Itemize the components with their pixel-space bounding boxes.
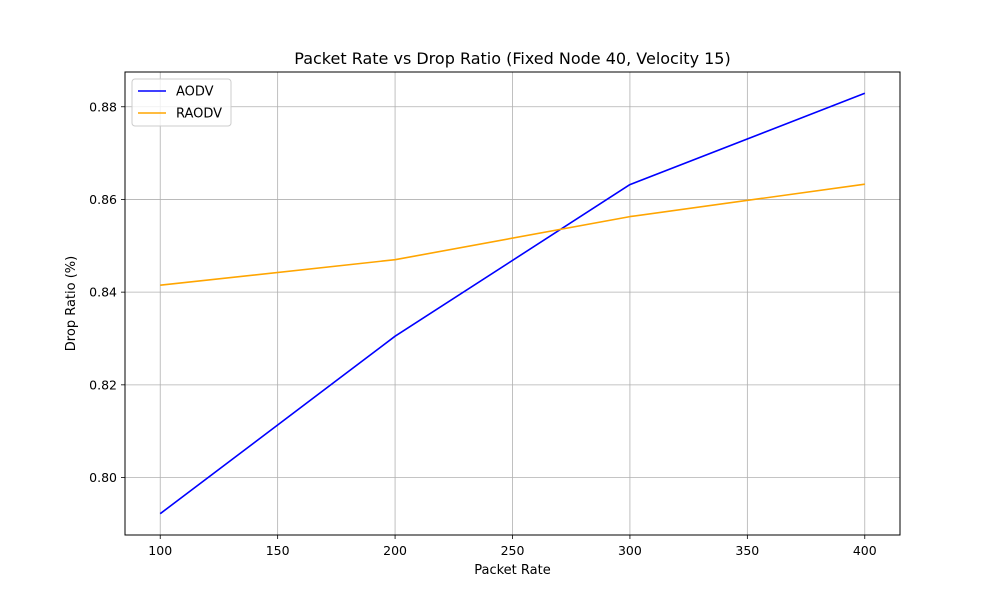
grid bbox=[125, 72, 900, 535]
chart-title: Packet Rate vs Drop Ratio (Fixed Node 40… bbox=[294, 49, 730, 68]
y-tick-label: 0.80 bbox=[89, 470, 117, 485]
series-line-aodv bbox=[159, 92, 866, 515]
x-axis-ticks: 100 150 200 250 300 350 400 bbox=[148, 535, 877, 558]
y-tick-label: 0.84 bbox=[89, 285, 117, 300]
legend-label-aodv: AODV bbox=[176, 85, 214, 100]
y-tick-label: 0.82 bbox=[89, 377, 117, 392]
y-axis-label: Drop Ratio (%) bbox=[64, 256, 79, 351]
x-tick-label: 100 bbox=[148, 543, 172, 558]
y-axis-ticks: 0.80 0.82 0.84 0.86 0.88 bbox=[89, 99, 125, 485]
x-tick-label: 250 bbox=[501, 543, 525, 558]
x-tick-label: 400 bbox=[853, 543, 877, 558]
series-line-raodv bbox=[160, 183, 865, 286]
y-tick-label: 0.88 bbox=[89, 99, 117, 114]
x-tick-label: 150 bbox=[266, 543, 290, 558]
x-tick-label: 300 bbox=[618, 543, 642, 558]
legend: AODV RAODV bbox=[131, 78, 232, 127]
legend-label-raodv: RAODV bbox=[176, 107, 222, 122]
y-tick-label: 0.86 bbox=[89, 192, 117, 207]
x-tick-label: 200 bbox=[383, 543, 407, 558]
series-lines bbox=[159, 92, 866, 515]
x-axis-label: Packet Rate bbox=[474, 563, 550, 578]
x-tick-label: 350 bbox=[735, 543, 759, 558]
